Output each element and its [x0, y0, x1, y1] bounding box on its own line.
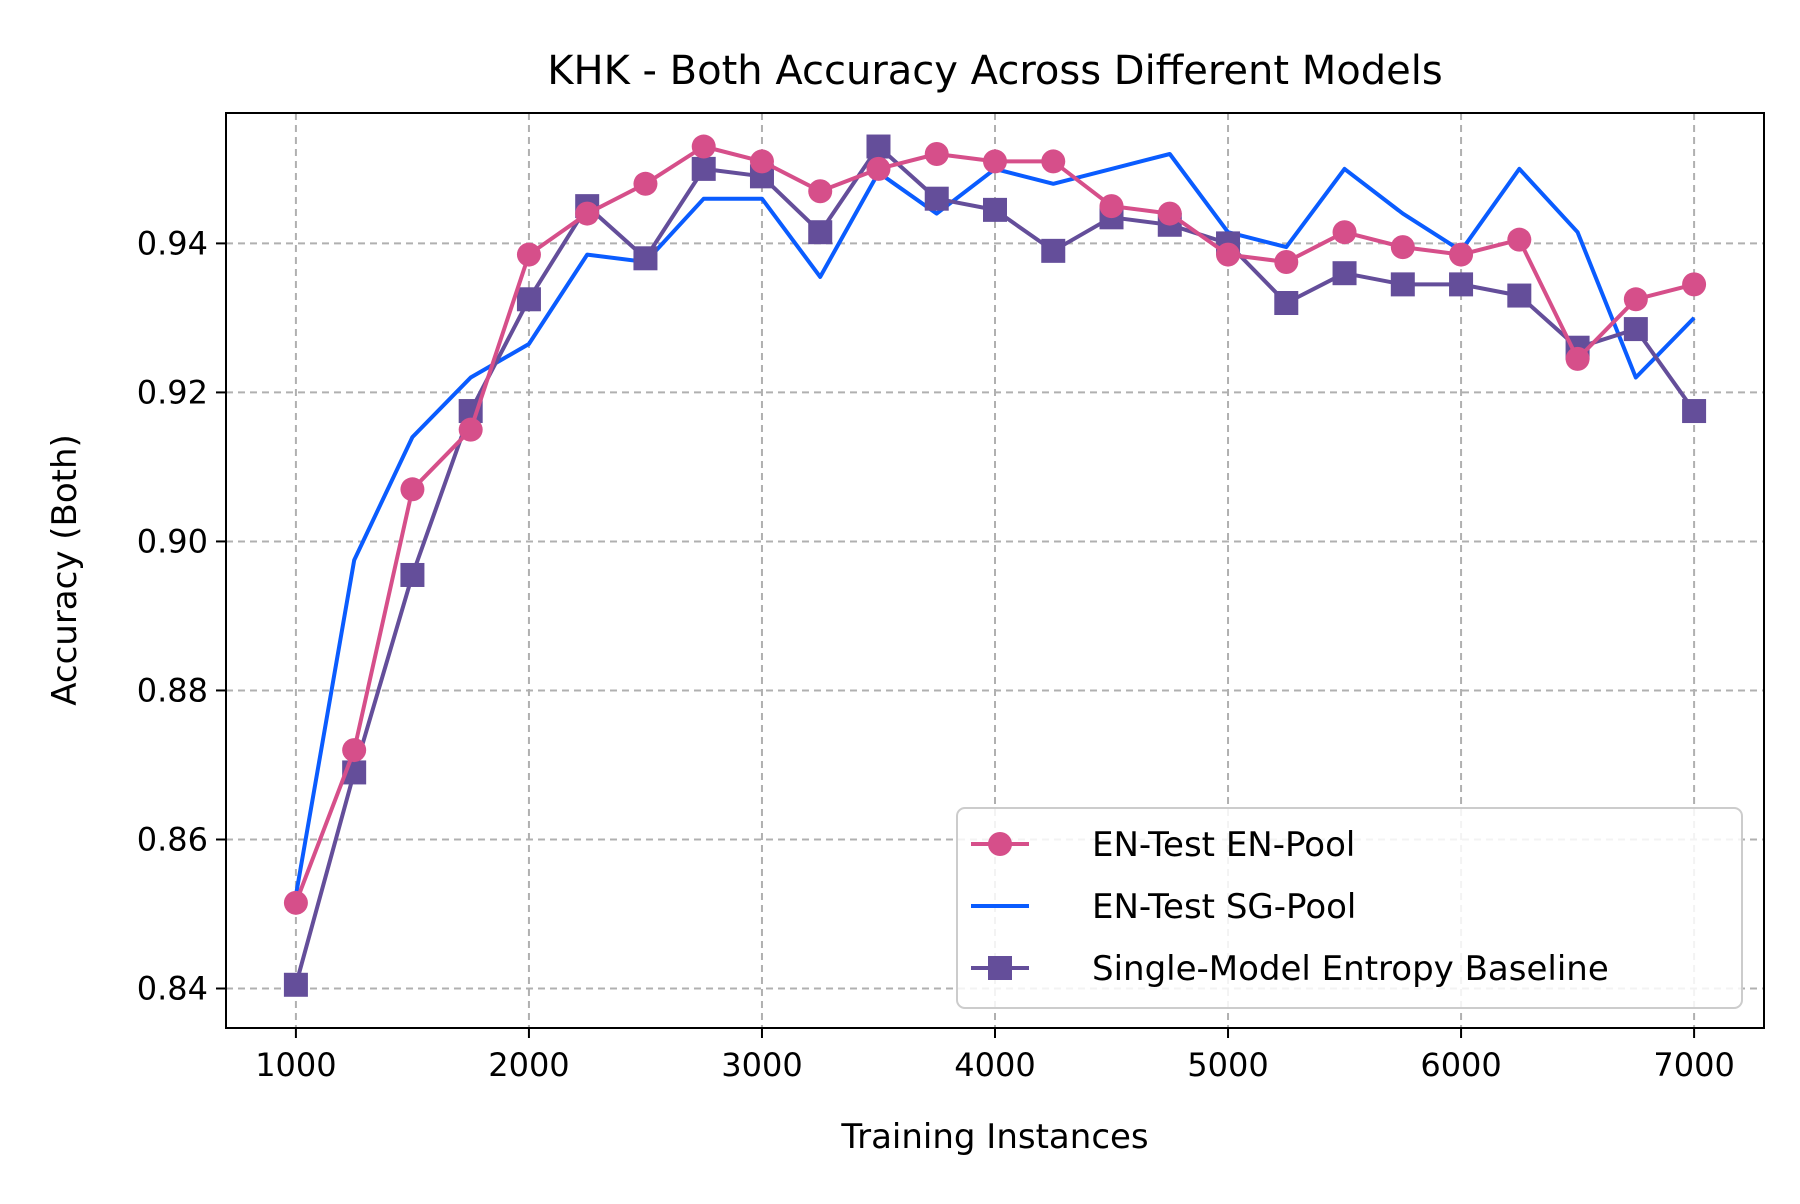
data-point [1274, 291, 1299, 316]
data-point [400, 562, 425, 587]
data-point [1216, 242, 1241, 267]
legend-entry: EN-Test SG-Pool [971, 887, 1356, 927]
data-point [1157, 201, 1182, 226]
data-point [808, 179, 833, 204]
tick-layer: 1000 2000 3000 4000 5000 6000 7000 0.84 0.86 0.88… [137, 224, 1735, 1084]
y-tick-label: 0.86 [137, 820, 208, 858]
data-point [1449, 272, 1474, 297]
data-point [924, 186, 949, 211]
y-tick-label: 0.92 [137, 373, 208, 411]
data-point [691, 156, 716, 181]
x-axis-label: Training Instances [840, 1117, 1148, 1157]
data-point [516, 242, 541, 267]
chart-title: KHK - Both Accuracy Across Different Mod… [547, 48, 1442, 94]
legend-swatch-marker [988, 832, 1012, 856]
data-point [1507, 283, 1532, 308]
x-tick-label: 1000 [255, 1046, 336, 1084]
data-point [1332, 261, 1357, 286]
data-point [1623, 317, 1648, 342]
data-point [633, 246, 658, 271]
x-tick-label: 7000 [1653, 1046, 1734, 1084]
data-point [283, 972, 308, 997]
data-point [1565, 346, 1590, 371]
data-point [1390, 235, 1415, 260]
legend-label: Single-Model Entropy Baseline [1092, 949, 1609, 989]
data-point [1099, 194, 1124, 219]
y-tick-label: 0.84 [137, 970, 208, 1008]
data-point [924, 141, 949, 166]
data-point [633, 171, 658, 196]
legend-entry: Single-Model Entropy Baseline [971, 949, 1609, 989]
legend-label: EN-Test EN-Pool [1092, 825, 1355, 865]
data-point [516, 287, 541, 312]
series-en-test-en-pool [283, 134, 1707, 915]
data-point [1041, 238, 1066, 263]
data-point [575, 201, 600, 226]
data-point [1682, 399, 1707, 424]
legend: EN-Test EN-Pool EN-Test SG-Pool Single-Mod… [956, 807, 1743, 1009]
data-point [1041, 149, 1066, 174]
y-tick-label: 0.94 [137, 224, 208, 262]
data-point [749, 149, 774, 174]
series-layer [283, 134, 1707, 997]
data-point [1623, 287, 1648, 312]
data-point [283, 890, 308, 915]
data-point [1274, 250, 1299, 275]
x-tick-label: 3000 [721, 1046, 802, 1084]
x-tick-label: 5000 [1187, 1046, 1268, 1084]
data-point [400, 477, 425, 502]
data-point [1507, 227, 1532, 252]
legend-label: EN-Test SG-Pool [1092, 887, 1356, 927]
data-point [1332, 220, 1357, 245]
data-point [808, 220, 833, 245]
y-tick-label: 0.90 [137, 522, 208, 560]
data-point [1682, 272, 1707, 297]
data-point [983, 149, 1007, 174]
x-tick-label: 2000 [488, 1046, 569, 1084]
data-point [691, 134, 716, 159]
data-point [1390, 272, 1415, 297]
legend-swatch-marker [988, 956, 1012, 980]
x-tick-label: 4000 [954, 1046, 1035, 1084]
data-point [1449, 242, 1474, 267]
legend-box [956, 807, 1743, 1009]
data-point [866, 156, 891, 181]
data-point [458, 417, 483, 442]
y-tick-label: 0.88 [137, 671, 208, 709]
data-point [342, 738, 367, 763]
data-point [983, 197, 1007, 222]
legend-entry: EN-Test EN-Pool [971, 825, 1355, 865]
data-point [866, 134, 891, 159]
legend-entries: EN-Test EN-Pool EN-Test SG-Pool Single-Mod… [971, 825, 1609, 989]
x-tick-label: 6000 [1420, 1046, 1501, 1084]
y-axis-label: Accuracy (Both) [45, 434, 85, 706]
